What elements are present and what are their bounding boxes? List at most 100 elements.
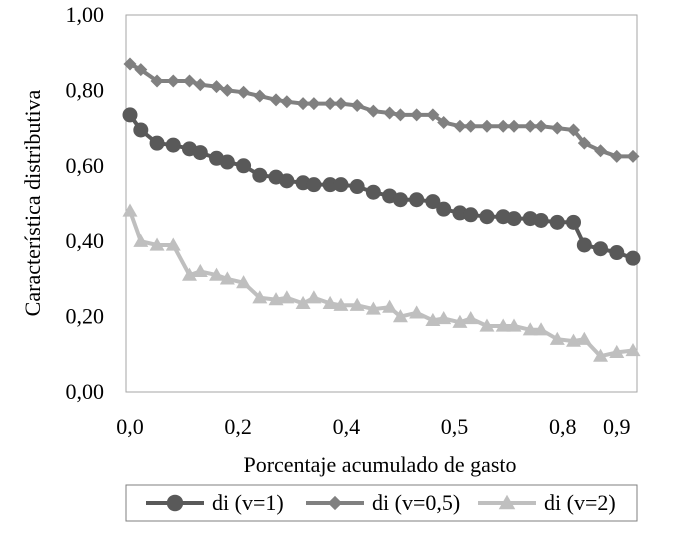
- legend-item: di (v=1): [146, 490, 284, 515]
- data-point-triangle: [333, 297, 349, 311]
- data-point-circle: [409, 192, 425, 208]
- legend-label: di (v=2): [544, 490, 616, 515]
- data-point-diamond: [550, 121, 564, 135]
- data-point-triangle: [452, 314, 468, 328]
- legend-items: di (v=1) di (v=0,5) di (v=2): [146, 490, 616, 515]
- data-point-circle: [625, 250, 641, 266]
- plot-area-frame: [125, 14, 638, 393]
- data-point-diamond: [410, 108, 424, 122]
- data-point-circle: [609, 245, 625, 261]
- data-point-circle: [436, 201, 452, 217]
- data-point-circle: [463, 207, 479, 223]
- data-point-diamond: [453, 119, 467, 133]
- legend-marker-diamond: [327, 495, 343, 511]
- legend-item: di (v=2): [478, 490, 616, 515]
- data-point-triangle: [133, 233, 149, 247]
- series-2: [123, 57, 640, 163]
- data-point-circle: [549, 214, 565, 230]
- data-point-triangle: [609, 344, 625, 359]
- data-point-triangle: [268, 292, 284, 306]
- data-point-triangle: [576, 331, 592, 345]
- data-point-triangle: [506, 318, 522, 332]
- data-point-triangle: [593, 348, 609, 362]
- data-point-circle: [479, 209, 495, 225]
- series-3: [122, 203, 641, 362]
- data-point-triangle: [522, 322, 538, 336]
- data-point-diamond: [182, 74, 196, 88]
- y-tick-label: 0,00: [66, 379, 105, 404]
- data-point-circle: [322, 177, 338, 193]
- data-point-circle: [533, 212, 549, 228]
- data-point-diamond: [269, 93, 283, 107]
- data-point-triangle: [479, 318, 495, 332]
- data-point-circle: [349, 179, 365, 195]
- data-point-diamond: [426, 108, 440, 122]
- data-point-triangle: [209, 267, 225, 281]
- legend-box: [125, 484, 638, 522]
- data-point-circle: [165, 137, 181, 153]
- data-point-triangle: [149, 237, 165, 251]
- data-point-triangle: [181, 267, 197, 281]
- data-point-circle: [566, 214, 582, 230]
- data-point-diamond: [626, 149, 640, 163]
- y-tick-label: 0,20: [66, 304, 105, 329]
- data-point-triangle: [436, 310, 452, 325]
- data-point-triangle: [252, 290, 268, 304]
- data-point-triangle: [122, 203, 138, 217]
- data-point-diamond: [534, 119, 548, 133]
- data-point-circle: [333, 177, 349, 193]
- data-point-triangle: [295, 295, 311, 310]
- data-point-triangle: [392, 309, 408, 323]
- data-point-triangle: [566, 333, 582, 347]
- data-point-diamond: [323, 97, 337, 111]
- data-point-diamond: [296, 97, 310, 111]
- x-axis-ticks: 0,0 0,2 0,4 0,5 0,8 0,9: [116, 414, 630, 439]
- y-axis-ticks: 0,00 0,20 0,40 0,60 0,80 1,00: [66, 2, 105, 404]
- x-tick-label: 0,5: [441, 414, 469, 439]
- series-layer: [122, 57, 641, 362]
- data-point-diamond: [383, 106, 397, 120]
- data-point-diamond: [210, 80, 224, 94]
- data-point-diamond: [150, 74, 164, 88]
- data-point-triangle: [495, 318, 511, 332]
- data-point-diamond: [166, 74, 180, 88]
- data-point-diamond: [220, 83, 234, 97]
- y-axis-title: Característica distributiva: [20, 89, 45, 316]
- data-point-circle: [593, 241, 609, 257]
- legend-marker-circle: [166, 494, 184, 512]
- data-point-triangle: [625, 343, 641, 357]
- data-point-circle: [365, 184, 381, 200]
- data-point-triangle: [192, 263, 208, 277]
- data-point-triangle: [463, 310, 479, 325]
- y-tick-label: 1,00: [66, 2, 105, 27]
- data-point-diamond: [237, 85, 251, 99]
- data-point-triangle: [425, 312, 441, 326]
- data-point-circle: [133, 122, 149, 138]
- data-point-diamond: [334, 97, 348, 111]
- legend-label: di (v=0,5): [372, 490, 460, 515]
- data-point-circle: [306, 177, 322, 193]
- data-point-diamond: [507, 119, 521, 133]
- data-point-diamond: [393, 108, 407, 122]
- data-point-diamond: [193, 78, 207, 92]
- data-point-diamond: [134, 63, 148, 77]
- data-point-triangle: [349, 297, 365, 311]
- data-point-triangle: [365, 301, 381, 315]
- legend-marker-triangle: [498, 494, 516, 510]
- y-tick-label: 0,40: [66, 228, 105, 253]
- legend-item: di (v=0,5): [306, 490, 460, 515]
- data-point-circle: [252, 167, 268, 183]
- data-point-circle: [192, 145, 208, 161]
- x-axis-title: Porcentaje acumulado de gasto: [243, 452, 516, 477]
- x-tick-label: 0,0: [116, 414, 144, 439]
- x-tick-label: 0,8: [549, 414, 577, 439]
- data-point-circle: [149, 135, 165, 151]
- data-point-triangle: [165, 237, 181, 251]
- data-point-diamond: [523, 119, 537, 133]
- data-point-diamond: [123, 57, 137, 71]
- data-point-circle: [236, 158, 252, 174]
- y-tick-label: 0,60: [66, 153, 105, 178]
- data-point-triangle: [219, 271, 235, 285]
- data-point-triangle: [533, 322, 549, 336]
- data-point-diamond: [280, 95, 294, 109]
